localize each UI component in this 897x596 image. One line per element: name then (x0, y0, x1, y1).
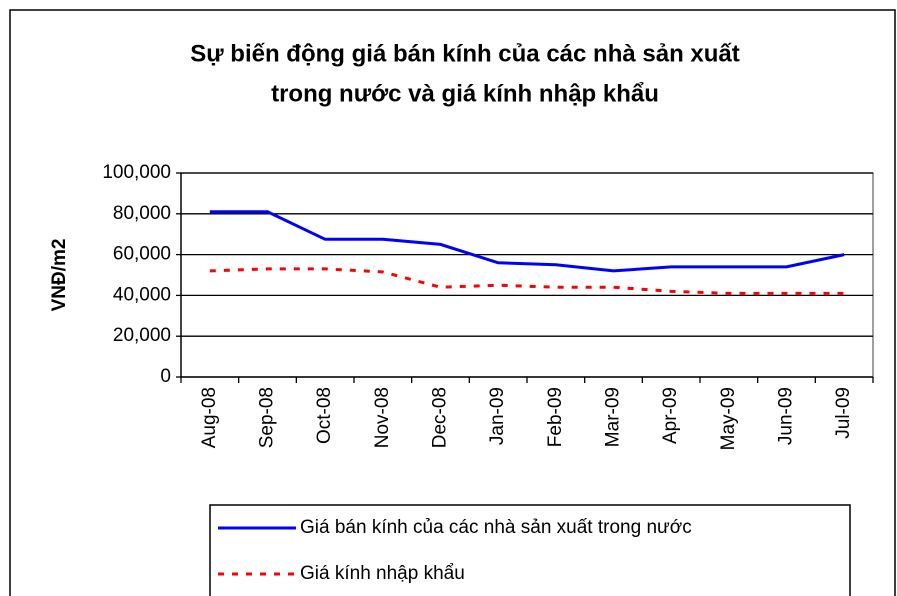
y-tick-label: 80,000 (113, 203, 171, 224)
x-tick-label: Feb-09 (545, 387, 566, 447)
series-line (209, 210, 845, 273)
x-tick-label: Nov-08 (372, 387, 393, 448)
x-tick-label: Aug-08 (199, 387, 220, 448)
x-tick-label: Jun-09 (776, 387, 797, 445)
chart-title: Sự biến động giá bán kính của các nhà sả… (190, 40, 740, 67)
x-tick-label: May-09 (718, 387, 739, 450)
chart-title: trong nước và giá kính nhập khẩu (271, 80, 659, 107)
x-tick-label: Jul-09 (833, 387, 854, 439)
x-tick-label: Apr-09 (660, 387, 681, 444)
x-tick-label: Sep-08 (257, 387, 278, 448)
x-tick-label: Oct-08 (314, 387, 335, 444)
x-tick-label: Dec-08 (430, 387, 451, 448)
legend-box (209, 504, 851, 596)
legend-label: Giá bán kính của các nhà sản xuất trong … (300, 517, 692, 538)
x-tick-label: Jan-09 (487, 387, 508, 445)
y-tick-label: 0 (160, 366, 171, 387)
x-tick-label: Mar-09 (603, 387, 624, 447)
legend-label: Giá kính nhập khẩu (300, 563, 465, 584)
y-tick-label: 20,000 (113, 325, 171, 346)
y-tick-label: 40,000 (113, 284, 171, 305)
chart-border (9, 9, 896, 596)
y-axis-label: VNĐ/m2 (49, 239, 70, 312)
y-tick-label: 60,000 (113, 244, 171, 265)
y-tick-label: 100,000 (102, 162, 171, 183)
